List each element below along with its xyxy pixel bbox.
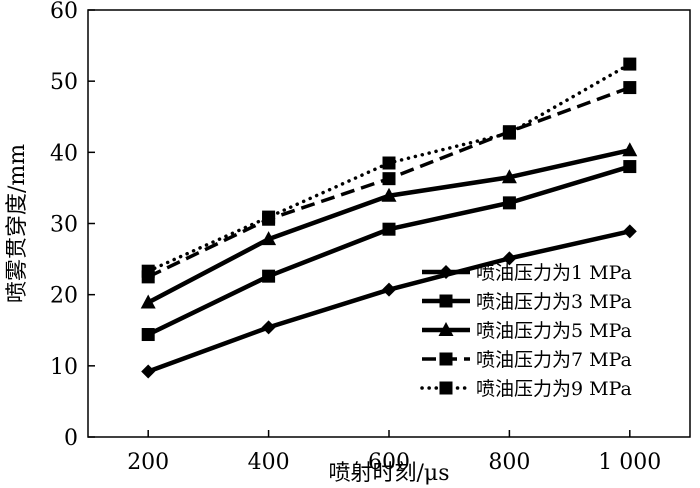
- y-tick-label: 60: [50, 0, 78, 24]
- x-tick-label: 200: [127, 450, 169, 475]
- data-point: [622, 224, 637, 239]
- x-tick-label: 600: [368, 450, 410, 475]
- data-point: [141, 328, 155, 342]
- legend-marker: [438, 322, 454, 336]
- legend-label: 喷油压力为5 MPa: [476, 320, 632, 342]
- data-point: [382, 156, 396, 170]
- y-axis-title: 喷雾贯穿度/mm: [5, 144, 30, 303]
- legend-entry: 喷油压力为7 MPa: [422, 349, 632, 371]
- data-point: [261, 320, 276, 335]
- data-point: [382, 282, 396, 297]
- legend-marker: [439, 352, 453, 366]
- data-point: [261, 231, 277, 246]
- y-tick-label: 20: [50, 284, 78, 309]
- x-tick-label: 400: [248, 450, 290, 475]
- series-4: [141, 81, 637, 284]
- legend-entry: 喷油压力为9 MPa: [420, 378, 632, 400]
- data-point: [262, 269, 276, 283]
- x-axis-title: 喷射时刻/μs: [328, 461, 449, 486]
- series-2: [141, 160, 637, 342]
- legend: 喷油压力为1 MPa 喷油压力为3 MPa 喷油压力为5 MPa 喷油压力为7 MPa…: [420, 262, 632, 400]
- legend-label: 喷油压力为1 MPa: [476, 262, 632, 284]
- x-axis-ticks: 200 400 600 800 1 000: [127, 430, 661, 475]
- data-point: [141, 264, 155, 278]
- data-point: [622, 142, 638, 157]
- y-tick-label: 30: [50, 213, 78, 238]
- series-layer: [140, 57, 638, 379]
- legend-label: 喷油压力为3 MPa: [476, 291, 632, 313]
- legend-marker: [439, 381, 453, 395]
- data-point: [141, 364, 156, 379]
- y-tick-label: 0: [64, 426, 78, 451]
- data-point: [502, 196, 516, 210]
- legend-marker: [439, 265, 453, 279]
- x-tick-label: 1 000: [598, 450, 661, 475]
- data-point: [502, 251, 517, 266]
- legend-label: 喷油压力为7 MPa: [476, 349, 632, 371]
- data-point: [623, 160, 637, 174]
- y-axis-ticks: 0 10 20 30 40 50 60: [50, 0, 95, 451]
- series-5: [141, 57, 637, 278]
- data-point: [623, 81, 637, 95]
- y-tick-label: 50: [50, 70, 78, 95]
- series-3: [140, 142, 638, 309]
- series-1: [141, 224, 637, 379]
- y-tick-label: 10: [50, 355, 78, 380]
- legend-entry: 喷油压力为5 MPa: [422, 320, 632, 342]
- legend-label: 喷油压力为9 MPa: [476, 378, 632, 400]
- legend-marker: [439, 294, 453, 308]
- data-point: [502, 126, 516, 140]
- data-point: [382, 222, 396, 236]
- legend-entry: 喷油压力为1 MPa: [422, 262, 632, 284]
- data-point: [382, 172, 396, 186]
- data-point: [501, 169, 517, 184]
- data-point: [381, 187, 397, 202]
- legend-entry: 喷油压力为3 MPa: [422, 291, 632, 313]
- data-point: [262, 210, 276, 224]
- data-point: [140, 294, 156, 309]
- y-tick-label: 40: [50, 141, 78, 166]
- x-tick-label: 800: [488, 450, 530, 475]
- data-point: [623, 57, 637, 71]
